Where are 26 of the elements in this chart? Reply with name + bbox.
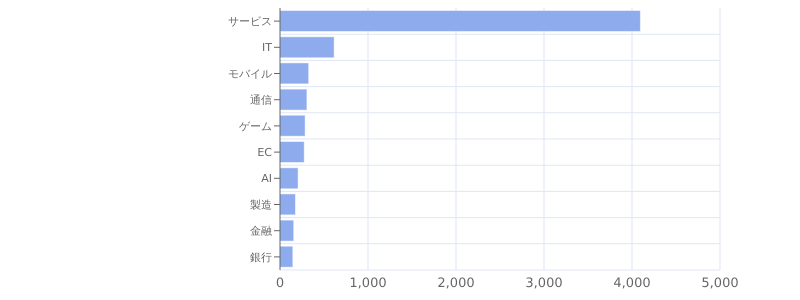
y-tick-label: ゲーム [239,120,272,133]
bar [280,36,334,58]
bar [280,115,306,136]
bar [280,62,309,84]
y-tick-label: 金融 [250,224,272,238]
y-tick-label: サービス [228,15,272,28]
x-tick-label: 2,000 [437,276,475,292]
x-tick-label: 1,000 [349,276,387,292]
bar [280,246,293,268]
y-tick-label: 通信 [250,94,272,107]
x-tick-label: 4,000 [613,276,651,292]
x-tick-label: 5,000 [701,276,739,292]
bar [280,89,307,110]
bar [280,10,640,32]
y-tick-label: IT [262,41,272,54]
bar [280,220,294,242]
bar [280,194,296,215]
y-tick-label: 製造 [250,198,272,212]
x-tick-label: 0 [276,276,284,292]
x-tick-label: 3,000 [525,276,563,292]
y-tick-label: 銀行 [250,250,272,264]
y-tick-label: EC [257,146,272,160]
bar [280,168,298,189]
y-tick-label: AI [261,172,272,186]
bar [280,142,304,162]
y-tick-label: モバイル [228,67,272,80]
